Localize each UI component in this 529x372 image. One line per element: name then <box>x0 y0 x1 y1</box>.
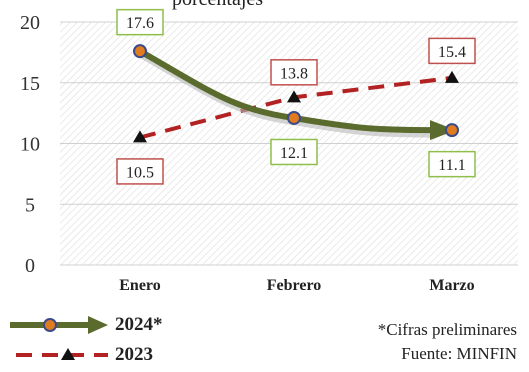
y-tick-label: 20 <box>20 12 40 34</box>
data-label-2024: 11.1 <box>438 157 465 174</box>
line-chart: 0 5 10 15 20 Enero Febrero Marzo 17.6 12.1 11.1 10.… <box>20 8 518 294</box>
legend-swatch-2024 <box>10 316 108 334</box>
point-2023 <box>133 130 147 143</box>
data-label-2024: 17.6 <box>126 15 154 32</box>
point-2024 <box>445 123 459 138</box>
legend-label-2024: 2024* <box>115 314 163 335</box>
y-tick-label: 0 <box>25 255 35 277</box>
y-tick-label: 15 <box>20 73 40 95</box>
y-tick-label: 5 <box>25 194 35 216</box>
data-label-2024-box <box>116 8 164 36</box>
preliminary-note: *Cifras preliminares <box>377 320 517 339</box>
chart-notes: *Cifras preliminares Fuente: MINFIN <box>378 318 517 366</box>
data-label-2024-box <box>428 150 476 178</box>
series-arrow-2024 <box>430 120 456 141</box>
x-tick-label: Marzo <box>429 277 474 294</box>
data-label-2024-box <box>270 138 318 166</box>
data-label-2023-box <box>270 59 318 86</box>
legend: 2024* 2023 <box>8 310 163 370</box>
x-tick-label: Enero <box>119 277 160 294</box>
chart-title: porcentajes <box>172 0 263 11</box>
data-label-2024: 12.1 <box>280 145 308 162</box>
legend-item-2024: 2024* <box>8 310 163 340</box>
data-label-2023-box <box>428 37 476 65</box>
point-2024 <box>287 110 301 125</box>
point-2023 <box>445 70 459 83</box>
point-2024 <box>133 44 147 59</box>
data-label-2023: 15.4 <box>438 44 466 61</box>
y-tick-label: 10 <box>20 134 40 156</box>
x-tick-label: Febrero <box>267 277 322 294</box>
legend-label-2023: 2023 <box>115 344 153 365</box>
data-label-2023-box <box>116 158 164 185</box>
source-note: Fuente: MINFIN <box>401 344 517 363</box>
legend-swatch-2023 <box>16 348 108 360</box>
legend-item-2023: 2023 <box>8 340 163 370</box>
data-label-2023: 13.8 <box>280 65 308 82</box>
data-label-2023: 10.5 <box>126 164 154 181</box>
point-2023 <box>287 90 301 103</box>
